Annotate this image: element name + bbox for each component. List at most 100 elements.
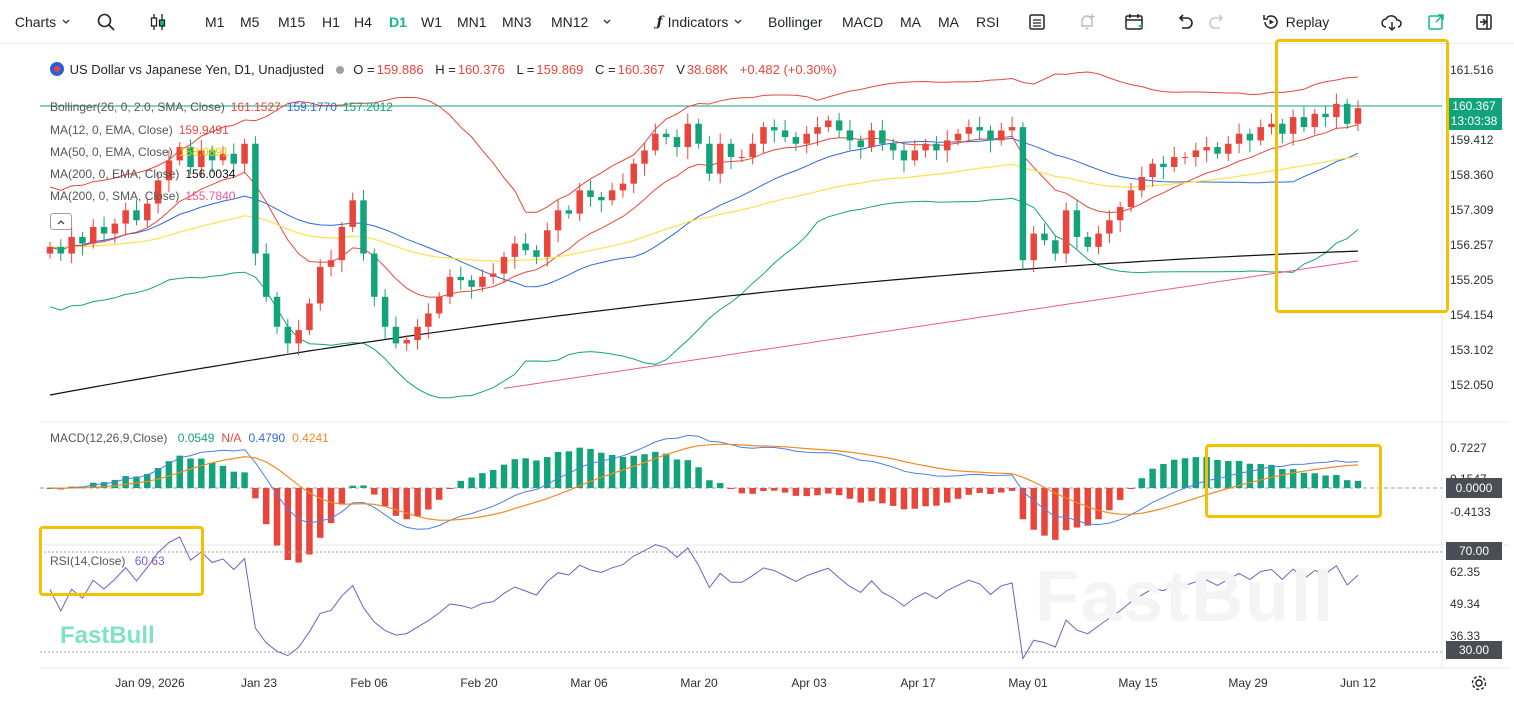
timeframe-h1[interactable]: H1: [322, 14, 340, 30]
candle[interactable]: [1030, 225, 1037, 273]
candle[interactable]: [1084, 231, 1091, 252]
candle[interactable]: [489, 263, 497, 285]
candle[interactable]: [446, 269, 454, 305]
indicators-button[interactable]: ƒ Indicators: [648, 0, 752, 44]
candle[interactable]: [1300, 106, 1308, 133]
candle[interactable]: [662, 128, 670, 145]
candle[interactable]: [295, 319, 302, 356]
candle[interactable]: [846, 120, 854, 151]
timeframe-m5[interactable]: M5: [240, 14, 260, 30]
exit-fullscreen-button[interactable]: [1472, 0, 1496, 44]
quick-indicator-rsi[interactable]: RSI: [976, 0, 999, 44]
candle[interactable]: [1214, 142, 1221, 159]
candle[interactable]: [1106, 209, 1113, 244]
candle[interactable]: [544, 222, 551, 267]
candle[interactable]: [176, 142, 183, 166]
candle[interactable]: [716, 133, 724, 184]
candle[interactable]: [987, 125, 994, 153]
candle[interactable]: [933, 136, 940, 161]
candle[interactable]: [1279, 118, 1286, 144]
candle[interactable]: [1170, 146, 1178, 173]
candle[interactable]: [122, 202, 129, 236]
candle[interactable]: [1073, 199, 1081, 249]
candle[interactable]: [554, 199, 562, 243]
candle[interactable]: [652, 123, 659, 156]
share-button[interactable]: [1424, 0, 1448, 44]
candle[interactable]: [284, 319, 292, 354]
candle[interactable]: [1062, 202, 1070, 264]
candle[interactable]: [608, 182, 616, 206]
candle[interactable]: [338, 221, 346, 273]
candle[interactable]: [565, 205, 573, 219]
candle[interactable]: [187, 139, 194, 175]
candle[interactable]: [414, 319, 421, 350]
candle[interactable]: [1008, 116, 1016, 138]
indicator-legend-3[interactable]: MA(200, 0, EMA, Close) 156.0034: [50, 167, 241, 181]
candle[interactable]: [954, 128, 962, 146]
cloud-save-button[interactable]: [1379, 0, 1405, 44]
candle[interactable]: [879, 120, 886, 152]
candle[interactable]: [511, 235, 519, 269]
timeframe-mn1[interactable]: MN1: [457, 14, 487, 30]
candle[interactable]: [457, 266, 465, 290]
more-timeframes-button[interactable]: [598, 0, 616, 44]
candle[interactable]: [998, 122, 1005, 146]
candle[interactable]: [900, 142, 908, 173]
candle[interactable]: [479, 269, 486, 292]
candle[interactable]: [1138, 166, 1146, 198]
candle[interactable]: [781, 120, 789, 143]
candle[interactable]: [943, 130, 951, 163]
candle[interactable]: [673, 129, 681, 157]
candle[interactable]: [252, 136, 259, 266]
timeframe-m1[interactable]: M1: [205, 14, 225, 30]
candle[interactable]: [425, 303, 432, 339]
candle[interactable]: [1322, 106, 1329, 127]
candle[interactable]: [1257, 119, 1264, 146]
candle[interactable]: [133, 199, 140, 226]
replay-button[interactable]: Replay: [1258, 0, 1332, 44]
timeframe-mn3[interactable]: MN3: [502, 14, 532, 30]
calendar-button[interactable]: [1123, 0, 1147, 44]
undo-button[interactable]: [1173, 0, 1197, 44]
candle[interactable]: [1095, 225, 1102, 255]
candle[interactable]: [738, 149, 746, 163]
quick-indicator-bollinger[interactable]: Bollinger: [768, 0, 822, 44]
candle[interactable]: [262, 243, 270, 302]
candle[interactable]: [327, 249, 335, 277]
candle[interactable]: [273, 291, 281, 335]
alert-button[interactable]: [1075, 0, 1099, 44]
candle[interactable]: [706, 136, 713, 182]
candle[interactable]: [814, 116, 821, 146]
candle[interactable]: [208, 145, 216, 173]
candle[interactable]: [771, 119, 778, 143]
candle[interactable]: [371, 248, 378, 307]
candle[interactable]: [1225, 136, 1232, 162]
candle[interactable]: [868, 122, 875, 153]
quick-indicator-macd[interactable]: MACD: [842, 0, 883, 44]
candle[interactable]: [89, 219, 97, 249]
candle[interactable]: [1268, 113, 1275, 135]
indicator-legend-2[interactable]: MA(50, 0, EMA, Close) 158.0891: [50, 145, 235, 159]
candle[interactable]: [1246, 128, 1254, 153]
candle[interactable]: [68, 226, 75, 264]
candle[interactable]: [684, 113, 692, 160]
candle[interactable]: [1354, 100, 1362, 132]
candle[interactable]: [576, 182, 583, 221]
candle[interactable]: [630, 158, 637, 194]
candle[interactable]: [803, 126, 810, 154]
candle[interactable]: [111, 218, 119, 244]
candle[interactable]: [1149, 158, 1156, 187]
timeframe-d1[interactable]: D1: [389, 14, 407, 30]
candle[interactable]: [641, 142, 648, 176]
chart-type-button[interactable]: [146, 0, 170, 44]
candle[interactable]: [360, 189, 367, 261]
candle[interactable]: [922, 138, 929, 158]
candle[interactable]: [825, 115, 832, 133]
candle[interactable]: [219, 146, 227, 166]
timeframe-mn12[interactable]: MN12: [551, 14, 589, 30]
candle[interactable]: [435, 291, 443, 319]
candle[interactable]: [1203, 136, 1210, 163]
candle[interactable]: [1192, 142, 1200, 167]
candle[interactable]: [1019, 122, 1027, 270]
candle[interactable]: [857, 135, 864, 160]
